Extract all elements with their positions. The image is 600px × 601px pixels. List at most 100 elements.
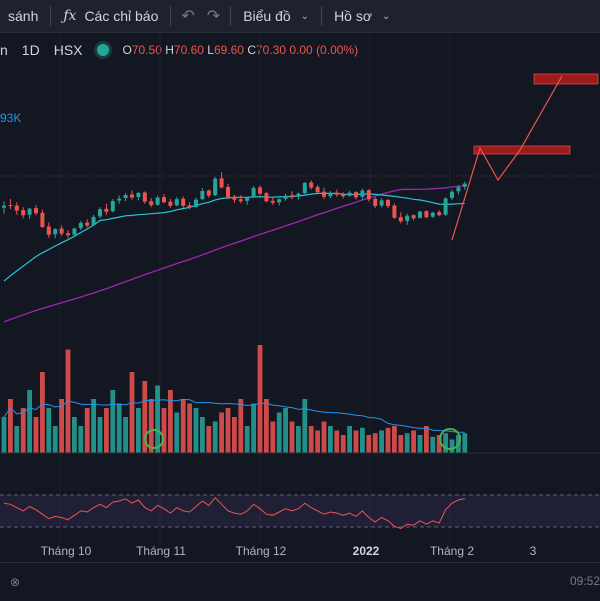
volume-bar [353, 430, 359, 453]
candle-body [200, 191, 205, 200]
volume-bar [123, 417, 128, 453]
redo-icon[interactable]: ↷ [206, 8, 221, 25]
candle-body [206, 190, 211, 196]
candle-body [328, 193, 333, 197]
volume-bar [91, 399, 96, 453]
indicators-button[interactable]: ƒx Các chỉ báo [55, 0, 166, 32]
volume-bar [72, 417, 77, 453]
function-icon: ƒx [63, 8, 77, 24]
candle-body [315, 187, 320, 193]
volume-bar [372, 433, 378, 453]
candle-body [85, 222, 90, 226]
candle-body [398, 217, 403, 222]
candle-body [366, 190, 371, 200]
volume-bar [366, 435, 372, 453]
top-toolbar: sánh ƒx Các chỉ báo ↶ ↷ Biểu đồ ⌄ Hồ sơ … [0, 0, 600, 33]
candle-body [283, 195, 288, 199]
volume-bar [116, 403, 122, 453]
x-axis-tick-label: 2022 [353, 544, 380, 558]
volume-bar [340, 435, 346, 453]
compare-button[interactable]: sánh [0, 0, 46, 32]
candle-body [430, 212, 435, 217]
chart-type-menu[interactable]: Biểu đồ ⌄ [235, 0, 317, 32]
volume-bar [308, 426, 314, 453]
candle-body [53, 229, 58, 235]
undo-icon[interactable]: ↶ [181, 8, 195, 25]
volume-bar [148, 399, 154, 453]
candle-body [443, 198, 448, 215]
candle-body [59, 228, 64, 234]
volume-bar [1, 417, 7, 453]
chevron-down-icon: ⌄ [300, 10, 310, 22]
volume-bar [449, 439, 455, 453]
close-value: 70.30 [256, 43, 287, 57]
candle-body [341, 194, 346, 197]
candle-body [411, 215, 416, 219]
high-value: 70.60 [173, 43, 204, 57]
collapse-icon[interactable]: ⊗ [10, 575, 21, 589]
volume-bar [232, 417, 237, 453]
candle-body [66, 233, 70, 236]
interval[interactable]: 1D [21, 42, 40, 58]
rsi-line [3, 496, 465, 530]
candle-body [187, 205, 192, 208]
candle-body [238, 199, 243, 202]
volume-bar [385, 427, 391, 453]
candle-body [21, 210, 26, 216]
candle-body [40, 212, 45, 228]
candle-body [360, 190, 365, 197]
price-chart[interactable]: Tháng 10 Tháng 11 Tháng 12 2022 Tháng 2 3 [0, 33, 600, 562]
low-key: L [207, 43, 214, 57]
candle-body [213, 178, 218, 196]
profile-menu[interactable]: Hồ sơ ⌄ [326, 0, 398, 32]
candle-body [174, 199, 179, 206]
volume-bar [462, 433, 468, 453]
candle-body [296, 193, 301, 197]
volume-bar [206, 426, 212, 453]
indicators-label: Các chỉ báo [84, 8, 159, 24]
x-axis-tick-label: Tháng 2 [430, 544, 474, 558]
candle-body [232, 196, 237, 200]
candle-body [309, 182, 314, 188]
candle-body [302, 182, 307, 194]
volume-bar [436, 435, 442, 453]
toolbar-divider [230, 6, 232, 26]
volume-bar [321, 421, 327, 453]
volume-bar [417, 435, 423, 453]
volume-bar [379, 430, 384, 453]
candle-body [130, 194, 134, 198]
volume-bar [411, 430, 416, 453]
volume-bar [238, 399, 244, 453]
exchange: HSX [53, 42, 83, 58]
candle-body [123, 195, 128, 199]
candle-body [462, 183, 467, 187]
target-zone [533, 73, 599, 85]
volume-bar [443, 433, 448, 453]
volume-bar [244, 426, 250, 453]
candle-body [456, 187, 461, 192]
toolbar-divider [170, 6, 172, 26]
high-key: H [165, 43, 174, 57]
candle-body [72, 228, 77, 235]
volume-bar [289, 421, 295, 453]
volume-bar [296, 426, 301, 453]
volume-bar [283, 408, 288, 453]
toolbar-divider [50, 6, 52, 26]
candle-body [117, 198, 122, 201]
candle-body [226, 186, 230, 198]
volume-bar [59, 399, 64, 453]
volume-bar [168, 390, 173, 453]
candle-body [46, 226, 51, 235]
volume-bar [174, 412, 180, 453]
volume-bar [27, 390, 32, 453]
signal-marker [144, 429, 164, 449]
close-key: C [247, 43, 256, 57]
symbol-name[interactable]: n [0, 42, 8, 58]
candle-body [373, 198, 378, 206]
volume-bar [136, 408, 141, 453]
candle-body [277, 199, 282, 203]
candle-body [136, 192, 141, 198]
volume-bar [161, 408, 167, 453]
candle-body [290, 195, 294, 198]
volume-bar [392, 426, 397, 453]
